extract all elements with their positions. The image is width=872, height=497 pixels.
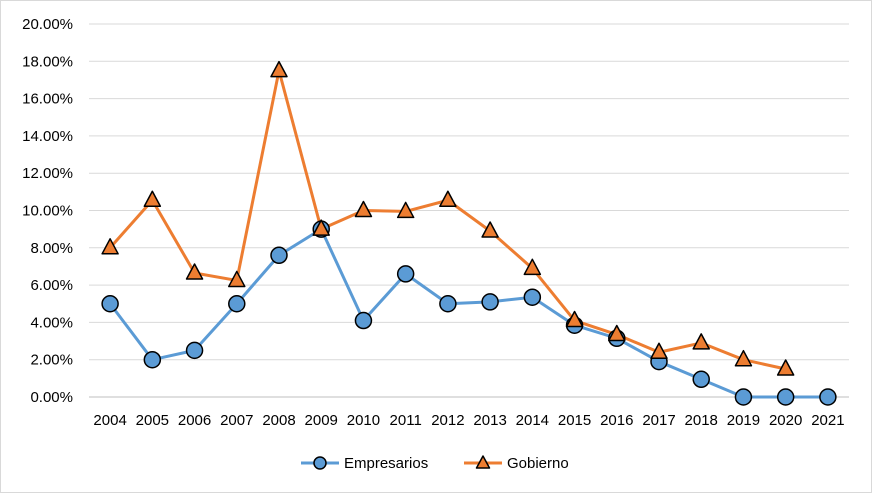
series-line-empresarios [108, 227, 828, 399]
legend-marker-empresarios-circle-icon [313, 456, 327, 470]
data-point-empresarios [143, 350, 162, 369]
y-tick-label: 4.00% [30, 314, 73, 331]
x-tick-label: 2004 [93, 412, 126, 429]
x-tick-label: 2018 [685, 412, 718, 429]
data-point-gobierno [312, 219, 330, 236]
legend: Empresarios Gobierno [301, 455, 569, 472]
data-point-gobierno [650, 342, 668, 359]
x-tick-label: 2005 [136, 412, 169, 429]
x-tick-label: 2016 [600, 412, 633, 429]
data-point-gobierno [143, 190, 162, 207]
y-tick-label: 16.00% [22, 91, 73, 108]
data-point-empresarios [270, 246, 288, 265]
y-tick-label: 20.00% [22, 16, 73, 33]
data-point-empresarios [819, 388, 837, 406]
x-tick-label: 2012 [431, 412, 464, 429]
x-tick-label: 2015 [558, 412, 591, 429]
data-point-empresarios [396, 265, 415, 283]
data-point-empresarios [523, 288, 542, 306]
data-point-empresarios [101, 295, 119, 313]
data-point-gobierno [185, 263, 204, 280]
y-tick-label: 10.00% [22, 203, 73, 220]
series-lines [101, 60, 837, 406]
data-point-gobierno [481, 221, 499, 238]
x-tick-label: 2013 [473, 412, 506, 429]
data-point-gobierno [439, 190, 457, 207]
x-tick-label: 2007 [220, 412, 253, 429]
data-point-gobierno [565, 310, 584, 328]
data-point-empresarios [692, 370, 710, 389]
data-point-empresarios [734, 388, 753, 406]
data-point-gobierno [270, 60, 288, 78]
x-tick-label: 2019 [727, 412, 760, 429]
series-line-gobierno [108, 69, 786, 371]
data-point-gobierno [354, 200, 373, 218]
x-tick-label: 2011 [390, 412, 422, 429]
x-tick-label: 2017 [642, 412, 675, 429]
data-point-gobierno [101, 238, 119, 255]
data-point-gobierno [228, 270, 246, 288]
data-point-empresarios [354, 311, 373, 330]
x-tick-label: 2014 [516, 412, 549, 429]
x-axis-ticks: 2004 2005 2006 2007 2008 2009 2010 2011 2012 2013… [93, 412, 844, 429]
y-tick-label: 2.00% [30, 352, 73, 369]
y-tick-label: 18.00% [22, 53, 73, 70]
data-point-gobierno [776, 359, 795, 376]
gridlines [89, 23, 849, 398]
x-tick-label: 2006 [178, 412, 211, 429]
x-tick-label: 2009 [305, 412, 338, 429]
x-tick-label: 2021 [811, 412, 844, 429]
y-tick-label: 6.00% [30, 277, 73, 294]
y-axis-ticks: 0.00% 2.00% 4.00% 6.00% 8.00% 10.00% 12.00% 14.… [22, 16, 73, 406]
x-tick-label: 2020 [769, 412, 802, 429]
data-point-empresarios [481, 293, 499, 311]
legend-label: Empresarios [344, 455, 428, 472]
x-tick-label: 2008 [262, 412, 295, 429]
data-point-gobierno [523, 258, 542, 276]
y-tick-label: 14.00% [22, 128, 73, 145]
y-tick-label: 12.00% [22, 165, 73, 182]
x-tick-label: 2010 [347, 412, 380, 429]
data-point-empresarios [776, 388, 795, 406]
data-point-gobierno [734, 349, 753, 367]
y-tick-label: 0.00% [30, 389, 73, 406]
legend-marker-gobierno-triangle-icon [475, 455, 491, 469]
data-point-empresarios [185, 341, 204, 360]
data-point-empresarios [228, 295, 246, 313]
data-point-empresarios [439, 295, 457, 313]
y-tick-label: 8.00% [30, 240, 73, 257]
data-point-gobierno [396, 201, 415, 219]
data-point-gobierno [692, 333, 710, 350]
legend-label: Gobierno [507, 455, 569, 472]
data-point-gobierno [608, 324, 626, 342]
